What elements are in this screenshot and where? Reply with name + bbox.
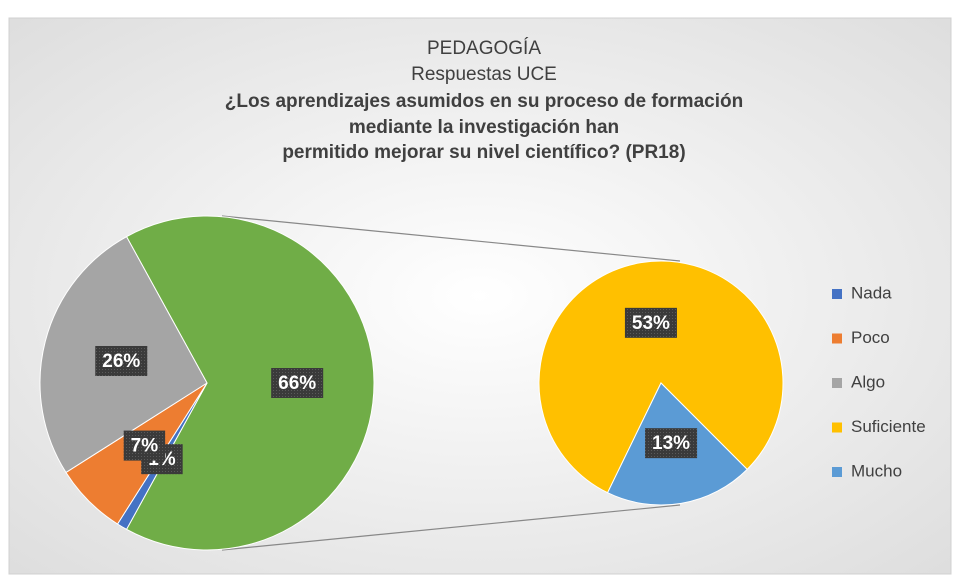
connector-line [221,504,681,551]
legend-label: Suficiente [851,417,926,436]
legend-label: Mucho [851,461,902,480]
legend-swatch [832,378,842,388]
data-label: 13% [652,433,690,454]
connector-line [221,215,681,262]
data-label: 53% [632,313,670,334]
pie-slice [125,215,375,551]
legend-swatch [832,333,842,344]
legend-label: Algo [851,372,885,391]
chart-title: PEDAGOGÍA [427,38,541,59]
legend-swatch [832,289,842,299]
legend-label: Nada [851,283,892,302]
legend-label: Poco [851,328,890,347]
data-label: 7% [131,436,159,457]
data-label-box [645,428,698,459]
legend-swatch [832,467,842,477]
chart-subtitle: permitido mejorar su nivel científico? (… [282,142,685,163]
data-label-box [95,345,148,376]
chart-subtitle: mediante la investigación han [349,117,619,138]
legend-swatch [832,422,842,433]
data-label-box [271,368,324,398]
chart-subtitle: ¿Los aprendizajes asumidos en su proceso… [225,91,743,112]
data-label: 66% [278,373,316,394]
data-label: 26% [102,351,140,372]
data-label-box [123,430,166,461]
data-label-box [624,307,677,338]
chart-title: Respuestas UCE [411,64,557,85]
pie-slice [538,260,784,494]
